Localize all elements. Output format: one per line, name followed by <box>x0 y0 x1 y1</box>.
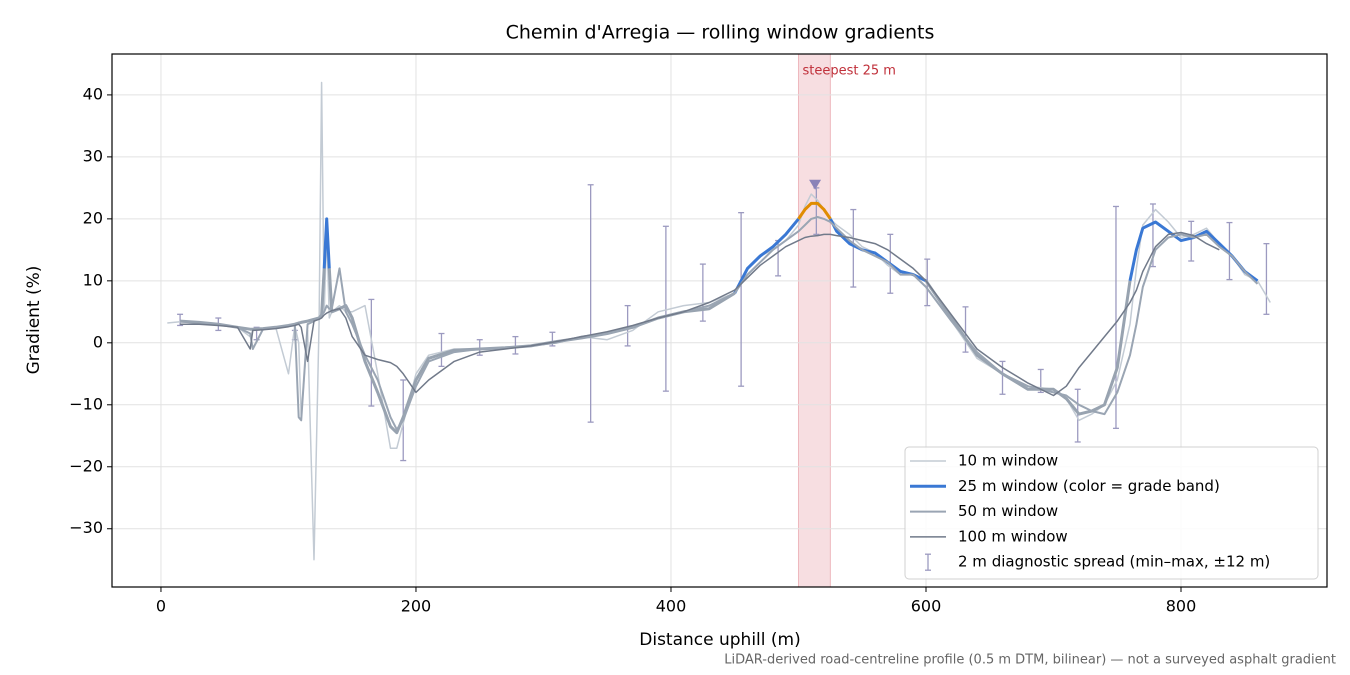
error-bar <box>962 306 969 353</box>
chart-title: Chemin d'Arregia — rolling window gradie… <box>506 22 935 44</box>
x-tick-label: 0 <box>156 597 166 616</box>
error-bar <box>1226 221 1233 281</box>
y-tick-label: −10 <box>69 394 103 413</box>
x-axis-label: Distance uphill (m) <box>639 630 800 650</box>
error-bar <box>699 263 706 322</box>
highlight-label: steepest 25 m <box>802 64 895 79</box>
x-tick-label: 600 <box>911 597 942 616</box>
series-line <box>797 201 832 220</box>
legend-box <box>904 446 1319 580</box>
error-bar <box>662 225 669 392</box>
legend-label: 50 m window <box>958 502 1058 520</box>
error-bar <box>1112 205 1119 429</box>
error-bar <box>738 212 745 387</box>
legend-label: 10 m window <box>958 452 1058 470</box>
axes-frame <box>111 53 1328 588</box>
plot-area <box>112 53 1327 588</box>
error-bar <box>1188 220 1195 262</box>
error-bar <box>177 313 184 327</box>
error-bar <box>624 304 631 347</box>
y-tick-label: −20 <box>69 456 103 475</box>
error-bar <box>1074 388 1081 443</box>
y-tick-label: 30 <box>83 146 103 165</box>
series-line <box>733 217 800 294</box>
series-line <box>829 218 927 283</box>
y-tick-label: 0 <box>93 332 103 351</box>
series-line <box>322 217 331 269</box>
series-line <box>180 231 1220 397</box>
error-bar <box>1263 242 1270 315</box>
error-bar <box>368 298 375 407</box>
legend-label: 100 m window <box>958 527 1068 545</box>
steepest-marker <box>809 179 822 190</box>
y-tick-label: 10 <box>83 270 103 289</box>
y-tick-label: −30 <box>69 518 103 537</box>
legend: 10 m window 25 m window (color = grade ba… <box>904 446 1319 580</box>
y-tick-label: 40 <box>83 84 103 103</box>
footnote: LiDAR-derived road-centreline profile (0… <box>724 653 1336 668</box>
error-bar <box>587 184 594 423</box>
series-line <box>199 216 1259 431</box>
highlight-span <box>797 53 831 588</box>
x-tick-label: 800 <box>1166 597 1197 616</box>
x-tick-label: 200 <box>401 597 432 616</box>
error-bar <box>438 332 445 368</box>
legend-label: 25 m window (color = grade band) <box>958 477 1220 495</box>
x-tick-label: 400 <box>656 597 687 616</box>
error-bar <box>850 208 857 288</box>
y-axis-label: Gradient (%) <box>24 266 44 375</box>
error-bar <box>512 335 519 355</box>
y-tick-label: 20 <box>83 208 103 227</box>
legend-label: 2 m diagnostic spread (min–max, ±12 m) <box>958 553 1270 571</box>
